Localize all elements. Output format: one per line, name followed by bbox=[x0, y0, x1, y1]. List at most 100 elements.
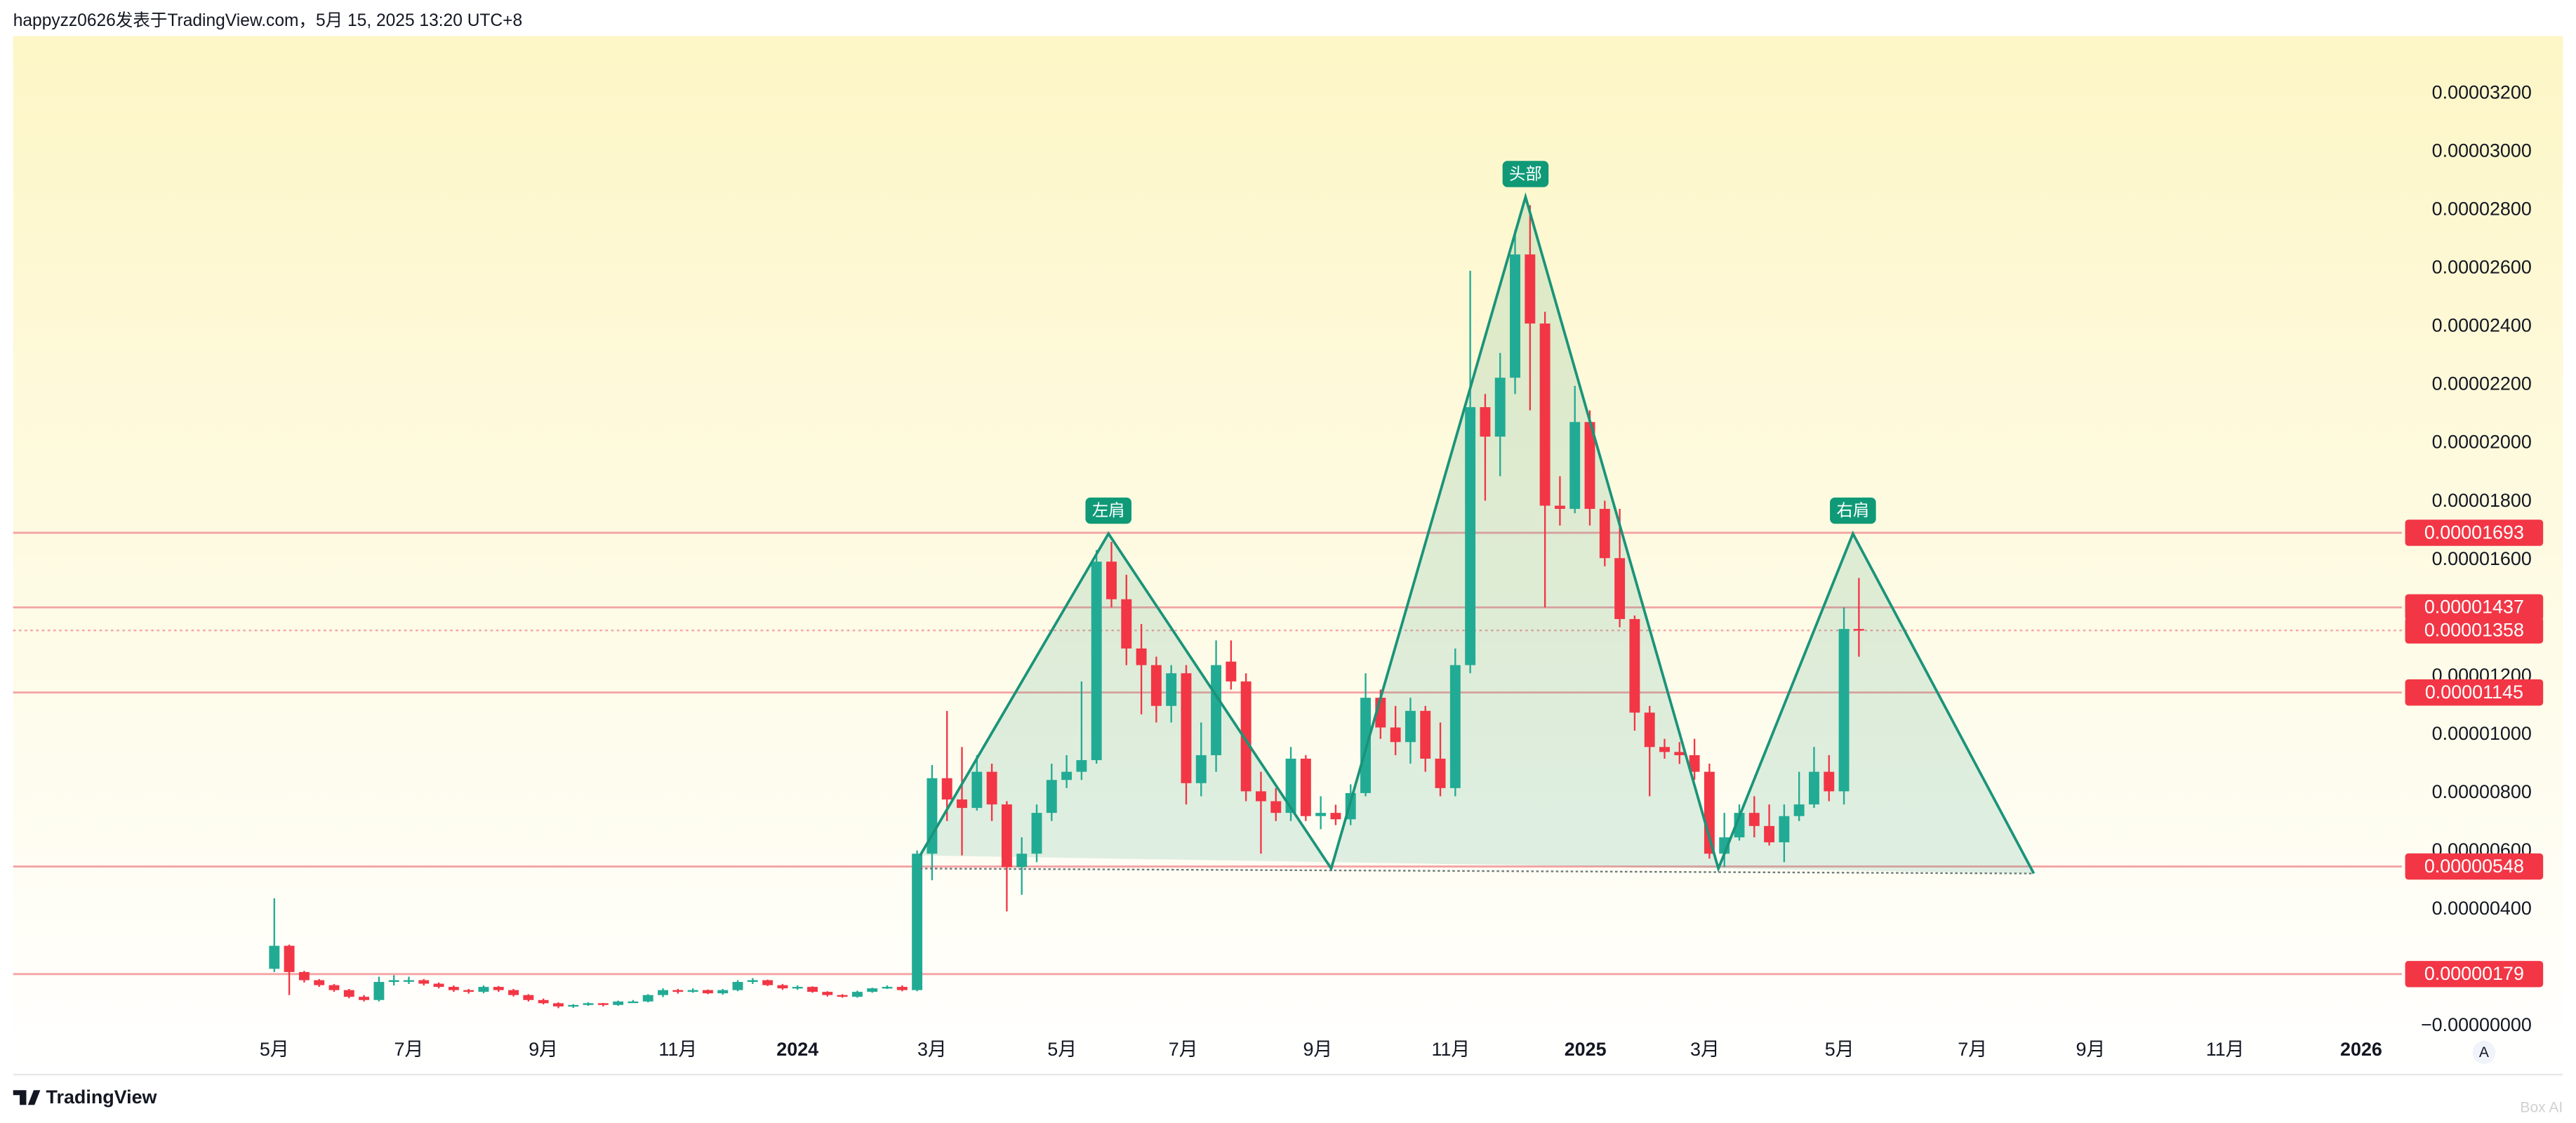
candle-body bbox=[1195, 755, 1207, 783]
y-tick-label: 0.00001800 bbox=[2432, 490, 2532, 511]
level-tag-label: 0.00001145 bbox=[2425, 682, 2523, 703]
candle-body bbox=[1061, 771, 1073, 780]
x-tick-label: 7月 bbox=[394, 1039, 424, 1060]
candle-body bbox=[1031, 813, 1042, 854]
candle-body bbox=[1824, 771, 1835, 792]
candle-body bbox=[1465, 407, 1476, 665]
candle-body bbox=[1644, 712, 1655, 747]
x-tick-label: 5月 bbox=[1825, 1039, 1854, 1060]
candle-body bbox=[1166, 673, 1177, 706]
y-tick-label: 0.00002800 bbox=[2432, 198, 2532, 219]
candle-body bbox=[1226, 661, 1237, 682]
candle-body bbox=[553, 1003, 564, 1006]
candle-body bbox=[373, 982, 385, 1000]
candle-body bbox=[1211, 665, 1222, 755]
y-tick-label: 0.00000800 bbox=[2432, 781, 2532, 802]
candle-body bbox=[1091, 562, 1102, 760]
candle-body bbox=[1689, 755, 1700, 772]
candle-body bbox=[508, 990, 519, 995]
candle-body bbox=[1569, 422, 1581, 510]
candle-body bbox=[971, 771, 983, 809]
y-tick-label: 0.00002400 bbox=[2432, 315, 2532, 336]
candle-body bbox=[1420, 710, 1431, 759]
pattern-label-box bbox=[1502, 161, 1549, 187]
candle-body bbox=[478, 987, 489, 992]
candle-body bbox=[568, 1004, 579, 1007]
candle-body bbox=[1136, 648, 1147, 665]
candle-body bbox=[1853, 629, 1864, 631]
pattern-label-box bbox=[1830, 497, 1876, 524]
candle-body bbox=[1554, 505, 1565, 510]
scale-button-label[interactable]: A bbox=[2479, 1044, 2489, 1061]
candle-body bbox=[359, 997, 370, 1000]
level-tag bbox=[2405, 519, 2544, 546]
candle-body bbox=[1106, 562, 1117, 599]
chart: 0.00003200 0.00003000 0.00002800 0.00002600… bbox=[13, 81, 2544, 1060]
candle-body bbox=[702, 990, 713, 994]
candle-body bbox=[1046, 780, 1057, 813]
pattern-area bbox=[919, 197, 2034, 874]
candle-body bbox=[957, 799, 967, 809]
candle-body bbox=[1121, 599, 1132, 649]
level-tag bbox=[2405, 853, 2544, 880]
pattern-line bbox=[919, 192, 2036, 875]
x-tick-label: 3月 bbox=[917, 1039, 947, 1060]
watermark: Box AI bbox=[2520, 1100, 2563, 1116]
logo-icon bbox=[13, 1090, 41, 1105]
candle-body bbox=[493, 987, 504, 990]
candle-body bbox=[298, 971, 310, 981]
level-tag-label: 0.00000548 bbox=[2424, 856, 2524, 877]
candle-body bbox=[1599, 509, 1610, 559]
candle-body bbox=[388, 980, 399, 983]
candle-body bbox=[1150, 665, 1162, 706]
candle-body bbox=[1016, 853, 1028, 868]
candle-body bbox=[314, 980, 325, 985]
candle-body bbox=[1330, 813, 1341, 820]
candle-body bbox=[1240, 681, 1252, 792]
level-tag bbox=[2405, 961, 2544, 988]
candle-body bbox=[717, 990, 729, 994]
candle-body bbox=[1614, 558, 1626, 620]
x-tick-label: 2024 bbox=[776, 1039, 818, 1060]
x-tick-label: 7月 bbox=[1169, 1039, 1198, 1060]
candle-body bbox=[986, 771, 997, 805]
candle-body bbox=[672, 990, 684, 992]
candle-body bbox=[927, 778, 938, 854]
y-tick-label: 0.00000400 bbox=[2432, 898, 2532, 919]
x-tick-label: 11月 bbox=[2206, 1039, 2245, 1060]
candle-body bbox=[284, 945, 295, 972]
y-tick-label: 0.00002200 bbox=[2432, 373, 2532, 394]
x-tick-label: 5月 bbox=[1047, 1039, 1077, 1060]
y-tick-label: 0.00003000 bbox=[2432, 140, 2532, 161]
candle-body bbox=[1435, 758, 1446, 788]
x-tick-label: 5月 bbox=[260, 1039, 289, 1060]
candle-body bbox=[538, 999, 549, 1004]
candle-body bbox=[1659, 747, 1670, 752]
candle-body bbox=[1494, 378, 1506, 437]
candle-body bbox=[1764, 825, 1775, 843]
candle-body bbox=[613, 1001, 624, 1005]
candle-body bbox=[882, 987, 893, 989]
candle-body bbox=[1748, 813, 1760, 826]
level-tag-label: 0.00001437 bbox=[2424, 597, 2524, 618]
y-tick-label: 0.00002600 bbox=[2432, 257, 2532, 278]
candle-body bbox=[1704, 771, 1715, 854]
scale-button[interactable] bbox=[2472, 1041, 2496, 1064]
candle-body bbox=[404, 980, 414, 982]
candle-body bbox=[642, 995, 653, 1002]
candle-body bbox=[777, 985, 788, 989]
logo-text: TradingView bbox=[46, 1087, 157, 1108]
footer-logo: TradingView bbox=[13, 1087, 157, 1108]
y-tick-label: 0.00001000 bbox=[2432, 723, 2532, 744]
candle-body bbox=[851, 992, 863, 997]
candle-body bbox=[1001, 804, 1012, 868]
candle-body bbox=[1076, 759, 1087, 772]
y-tick-label: 0.00002000 bbox=[2432, 432, 2532, 453]
x-tick-label: 9月 bbox=[2076, 1039, 2106, 1060]
x-tick-label: 9月 bbox=[529, 1039, 558, 1060]
candle-body bbox=[762, 980, 774, 985]
candle-body bbox=[1300, 758, 1311, 816]
candle-body bbox=[1256, 791, 1266, 802]
x-tick-label: 9月 bbox=[1303, 1039, 1332, 1060]
